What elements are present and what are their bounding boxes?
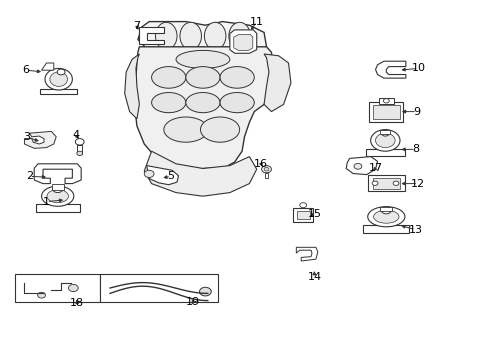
Text: 6: 6 xyxy=(22,65,29,75)
Circle shape xyxy=(53,185,62,193)
Ellipse shape xyxy=(155,22,177,50)
Text: 14: 14 xyxy=(307,272,321,282)
Ellipse shape xyxy=(367,207,404,227)
Ellipse shape xyxy=(375,133,394,148)
Circle shape xyxy=(353,163,361,169)
Ellipse shape xyxy=(220,93,254,113)
Bar xyxy=(367,175,404,191)
Text: 15: 15 xyxy=(307,209,321,219)
Polygon shape xyxy=(124,54,139,119)
Polygon shape xyxy=(144,151,256,196)
Text: 9: 9 xyxy=(413,107,420,117)
Ellipse shape xyxy=(41,186,74,206)
Polygon shape xyxy=(229,30,256,53)
Circle shape xyxy=(57,69,65,75)
Polygon shape xyxy=(134,47,273,169)
Ellipse shape xyxy=(200,117,239,142)
Circle shape xyxy=(371,181,377,185)
Ellipse shape xyxy=(151,67,185,88)
Text: 5: 5 xyxy=(167,171,174,181)
Circle shape xyxy=(264,167,268,171)
Text: 11: 11 xyxy=(249,17,263,27)
Bar xyxy=(380,207,391,211)
Ellipse shape xyxy=(228,22,250,50)
Text: 1: 1 xyxy=(43,197,50,207)
Text: 3: 3 xyxy=(23,132,30,142)
Circle shape xyxy=(77,151,82,156)
Text: 2: 2 xyxy=(26,171,33,181)
Ellipse shape xyxy=(185,93,220,113)
Polygon shape xyxy=(41,63,54,70)
Ellipse shape xyxy=(47,190,68,203)
Bar xyxy=(296,211,309,219)
Bar xyxy=(372,105,399,119)
Bar xyxy=(365,149,404,156)
Bar xyxy=(15,274,100,302)
Polygon shape xyxy=(139,27,163,44)
Ellipse shape xyxy=(180,22,201,50)
Circle shape xyxy=(75,139,84,145)
Bar xyxy=(362,225,408,233)
Text: 19: 19 xyxy=(186,297,200,307)
Circle shape xyxy=(383,99,388,103)
Ellipse shape xyxy=(176,50,229,68)
Polygon shape xyxy=(146,166,178,185)
Polygon shape xyxy=(375,61,405,78)
Bar xyxy=(372,178,399,189)
Text: 13: 13 xyxy=(408,225,422,235)
Bar xyxy=(368,102,403,122)
Text: 8: 8 xyxy=(411,144,418,154)
Circle shape xyxy=(261,166,271,173)
Ellipse shape xyxy=(45,68,72,90)
Bar xyxy=(36,204,80,212)
Ellipse shape xyxy=(370,130,399,151)
Bar xyxy=(293,208,312,222)
Circle shape xyxy=(199,287,211,296)
Polygon shape xyxy=(40,89,77,94)
Text: 18: 18 xyxy=(70,298,84,309)
Text: 16: 16 xyxy=(254,159,267,169)
Bar xyxy=(264,173,267,178)
Bar xyxy=(380,130,389,134)
Text: 12: 12 xyxy=(410,179,424,189)
Ellipse shape xyxy=(163,117,207,142)
Circle shape xyxy=(68,284,78,292)
Ellipse shape xyxy=(50,72,67,86)
Polygon shape xyxy=(296,247,317,261)
Circle shape xyxy=(392,181,398,185)
Circle shape xyxy=(144,170,154,177)
Ellipse shape xyxy=(220,67,254,88)
Polygon shape xyxy=(233,35,252,50)
Ellipse shape xyxy=(151,93,185,113)
Circle shape xyxy=(299,203,306,208)
Polygon shape xyxy=(34,164,81,184)
Circle shape xyxy=(381,130,388,136)
Polygon shape xyxy=(264,54,290,112)
Bar xyxy=(52,184,63,190)
Polygon shape xyxy=(24,131,56,148)
Polygon shape xyxy=(346,157,377,175)
Polygon shape xyxy=(138,22,266,59)
Bar xyxy=(77,145,82,154)
Text: 10: 10 xyxy=(411,63,425,73)
Ellipse shape xyxy=(204,22,225,50)
Ellipse shape xyxy=(373,210,398,223)
Circle shape xyxy=(381,207,390,214)
Bar xyxy=(100,274,217,302)
Bar xyxy=(378,98,393,104)
Text: 17: 17 xyxy=(368,163,382,174)
Text: 7: 7 xyxy=(133,21,140,31)
Ellipse shape xyxy=(185,67,220,88)
Circle shape xyxy=(38,292,45,298)
Text: 4: 4 xyxy=(72,130,79,140)
